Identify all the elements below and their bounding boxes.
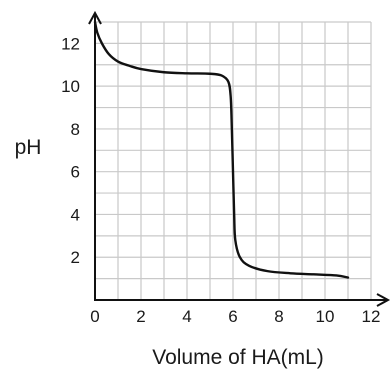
titration-curve xyxy=(93,20,350,279)
x-tick-label: 0 xyxy=(90,307,99,326)
tick-labels: 0 2 4 6 8 10 12 2 4 6 8 10 12 xyxy=(61,34,380,326)
y-tick-label: 2 xyxy=(71,248,80,267)
y-tick-label: 4 xyxy=(71,205,80,224)
x-tick-label: 8 xyxy=(274,307,283,326)
y-tick-label: 10 xyxy=(61,77,80,96)
y-axis-arrowhead xyxy=(88,10,102,25)
x-tick-label: 10 xyxy=(316,307,335,326)
x-axis-label: Volume of HA(mL) xyxy=(152,346,324,369)
y-axis-label: pH xyxy=(15,136,42,159)
x-tick-label: 2 xyxy=(136,307,145,326)
axes xyxy=(88,10,391,307)
x-axis-arrowhead xyxy=(376,293,391,307)
series-group xyxy=(93,20,350,279)
y-tick-label: 6 xyxy=(71,163,80,182)
y-tick-label: 8 xyxy=(71,120,80,139)
x-tick-label: 12 xyxy=(362,307,381,326)
y-tick-label: 12 xyxy=(61,34,80,53)
x-tick-label: 6 xyxy=(228,307,237,326)
x-tick-label: 4 xyxy=(182,307,191,326)
